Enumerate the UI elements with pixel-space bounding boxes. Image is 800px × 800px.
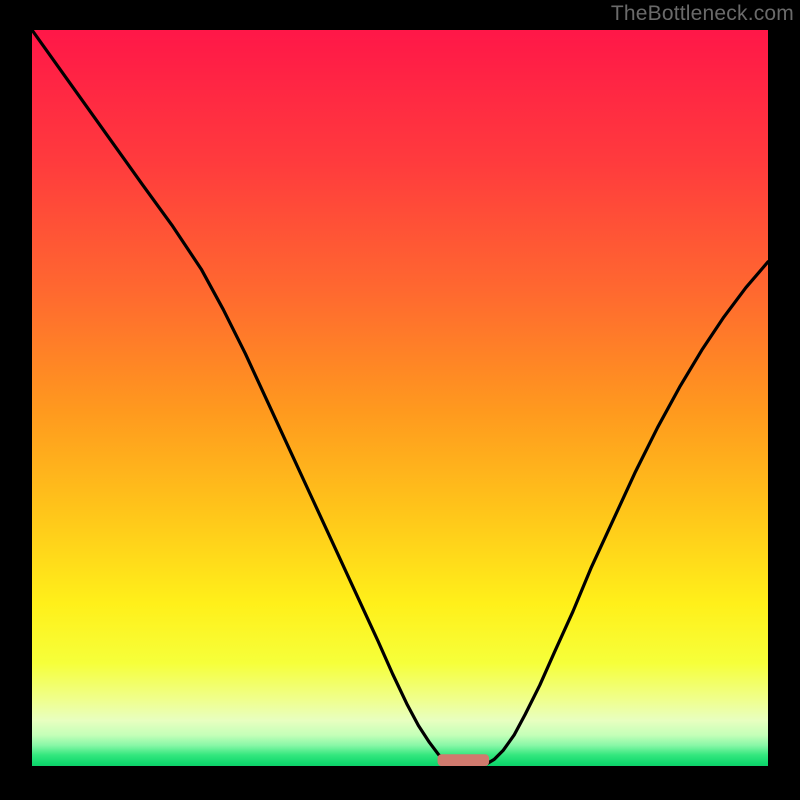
- watermark-text: TheBottleneck.com: [611, 2, 794, 26]
- bottleneck-chart: [0, 0, 800, 800]
- plot-gradient-background: [32, 30, 768, 766]
- optimal-marker: [438, 754, 490, 766]
- chart-container: TheBottleneck.com: [0, 0, 800, 800]
